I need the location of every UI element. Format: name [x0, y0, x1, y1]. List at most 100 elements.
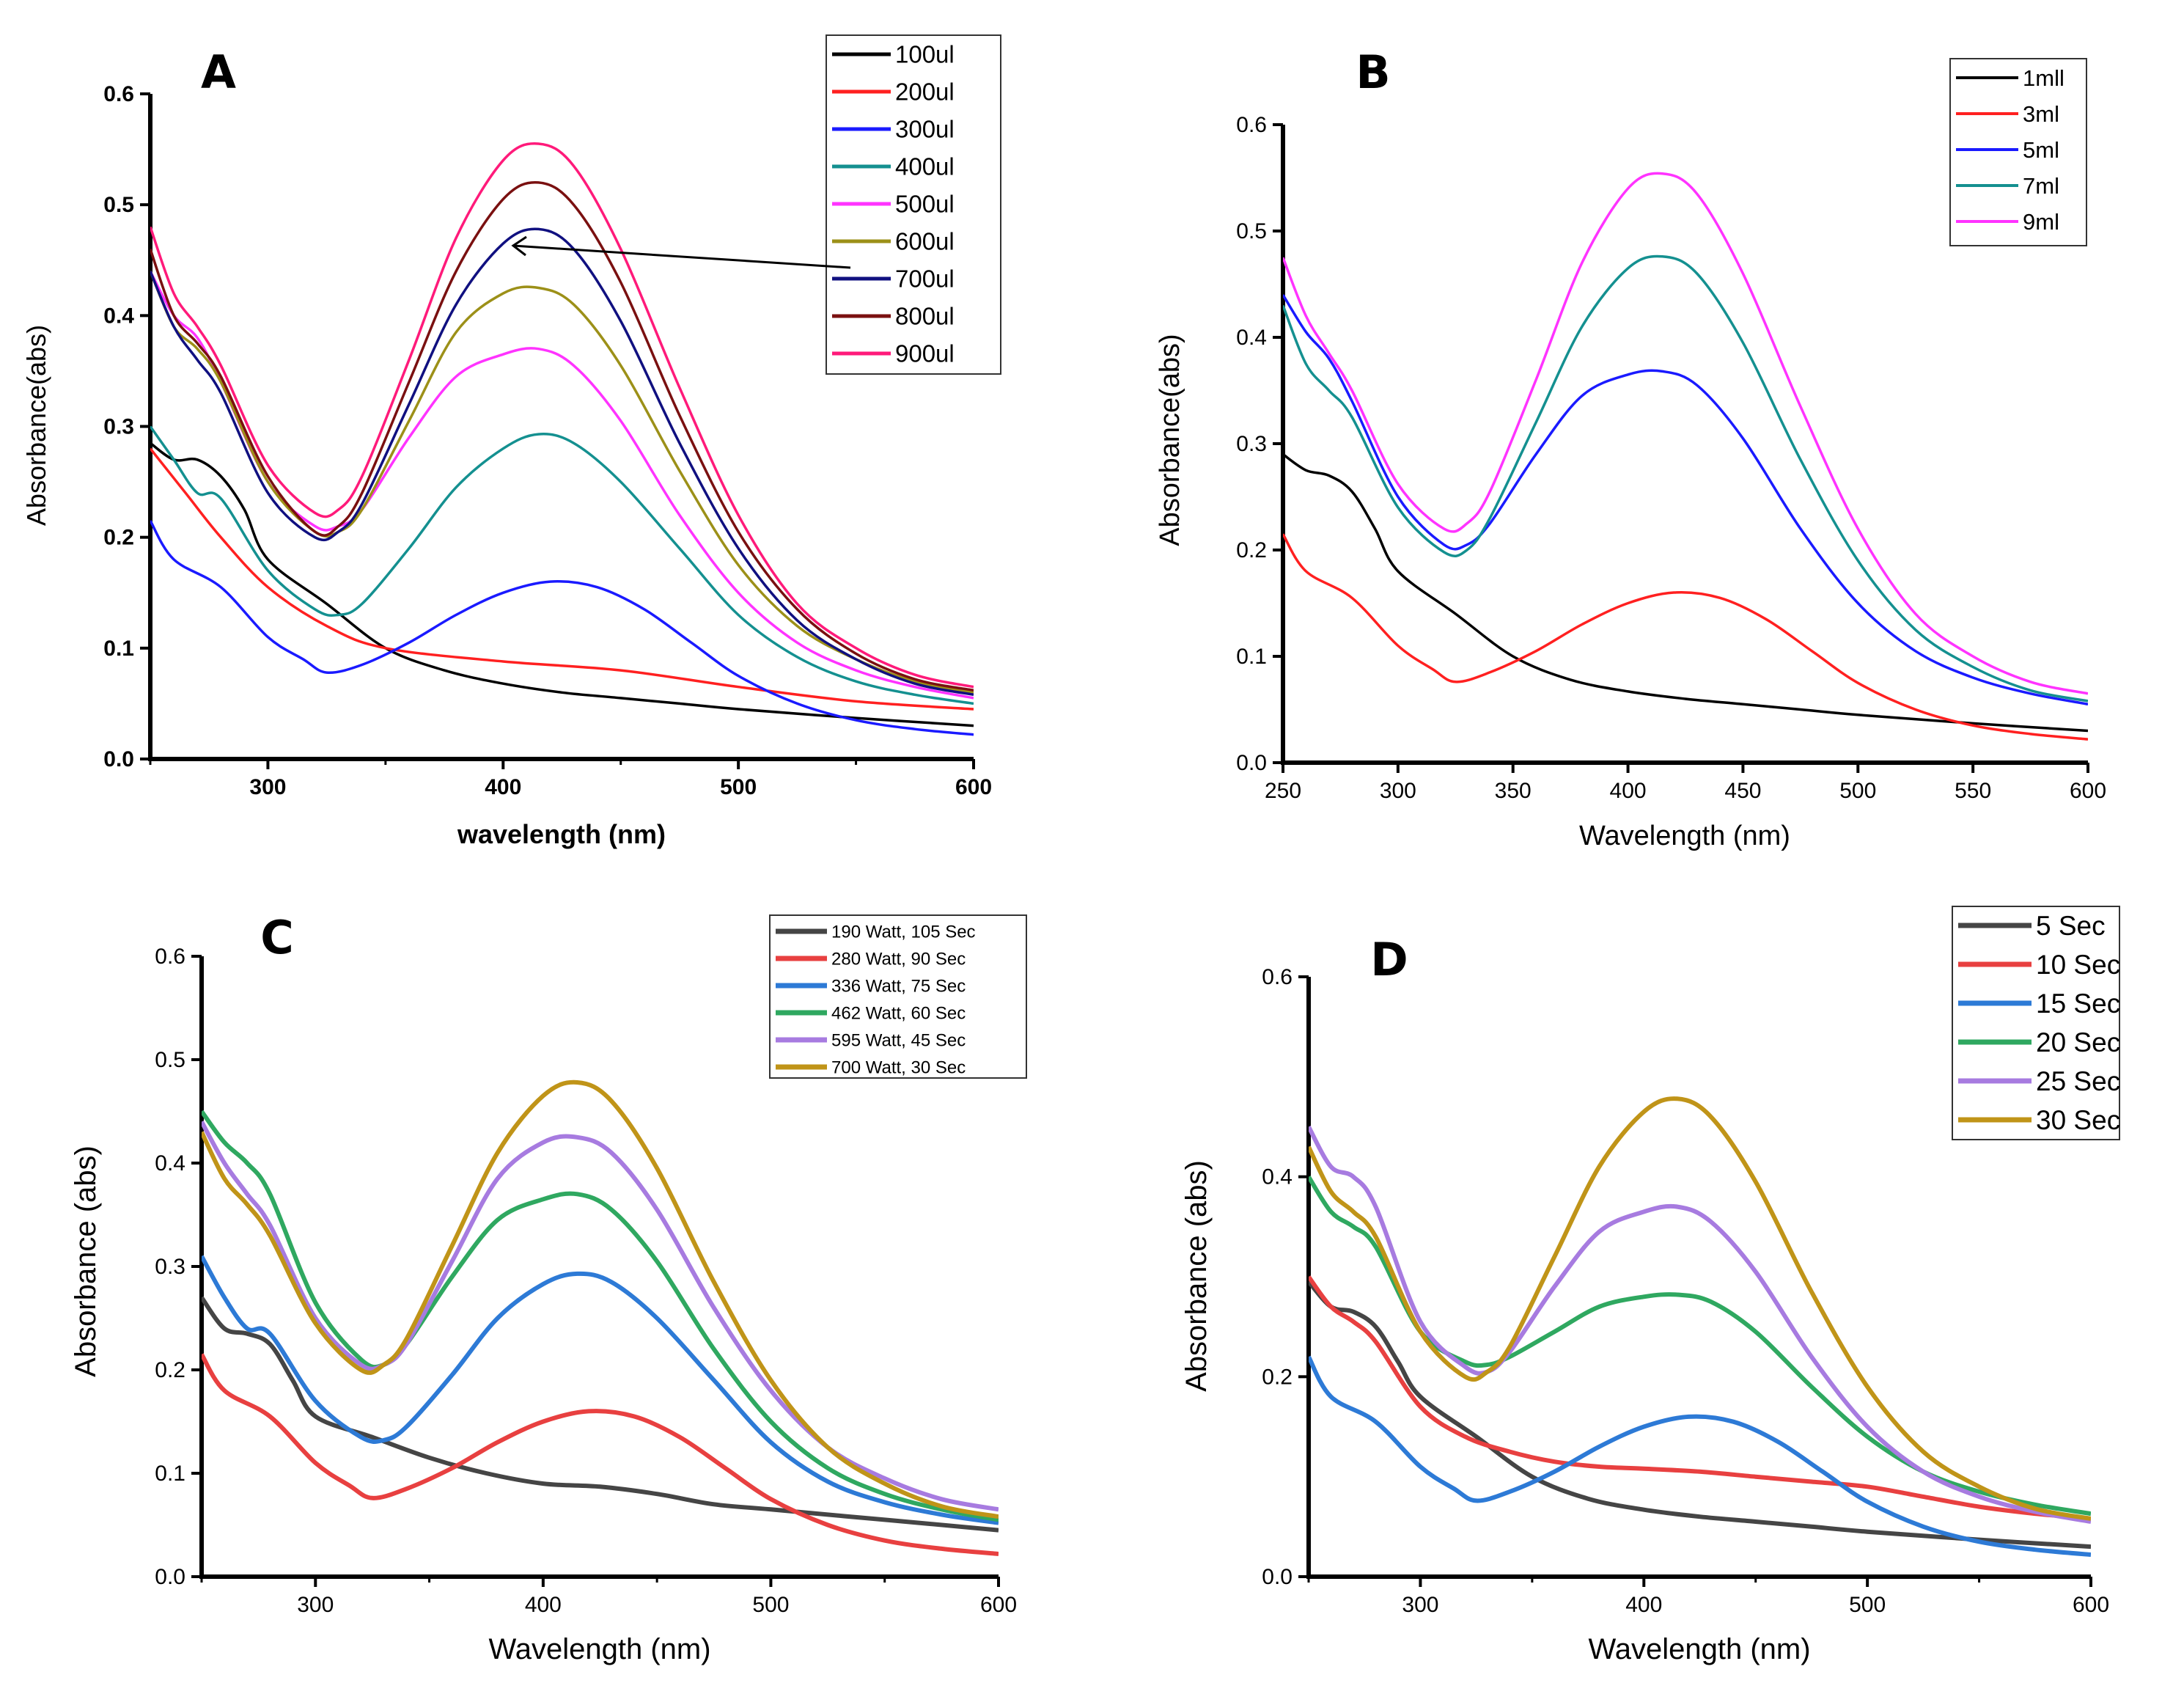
panel-label-c: C: [260, 911, 294, 964]
x-tick-label: 500: [720, 775, 757, 799]
legend-item-label: 595 Watt, 45 Sec: [831, 1030, 966, 1050]
legend-item-label: 30 Sec: [2036, 1105, 2120, 1135]
series-line-2: [150, 520, 974, 736]
y-tick-label: 0.3: [155, 1255, 185, 1279]
series-line-6: [150, 227, 974, 697]
legend-item-label: 800ul: [895, 303, 955, 330]
x-tick-label: 400: [485, 775, 521, 799]
legend-item-label: 300ul: [895, 116, 955, 143]
y-tick-label: 0.3: [103, 415, 134, 439]
y-tick-label: 0.5: [103, 193, 134, 217]
x-axis-label: wavelength (nm): [457, 819, 666, 849]
chart-panel-d: 0.0 0.2 0.4 0.6 300 400 500 600 Wavelength (nm) A…: [1180, 906, 2120, 1665]
series-line-5: [1309, 1096, 2091, 1521]
y-tick-label: 0.6: [1262, 965, 1293, 989]
legend-item-label: 280 Watt, 90 Sec: [831, 949, 966, 969]
series-line-0: [202, 1296, 999, 1533]
series-line-2: [1283, 294, 2088, 706]
chart-panel-c: 0.0 0.1 0.2 0.3 0.4 0.5 0.6 300 400 500 600 Wavelen…: [70, 911, 1027, 1665]
legend-item-label: 9ml: [2023, 209, 2059, 235]
x-tick-label: 400: [525, 1593, 562, 1617]
y-tick-label: 0.6: [103, 82, 134, 106]
series-line-0: [150, 441, 974, 727]
series-line-0: [1309, 1280, 2091, 1550]
y-tick-label: 0.0: [155, 1565, 185, 1589]
legend-item-label: 100ul: [895, 41, 955, 68]
legend-item-label: 7ml: [2023, 173, 2059, 199]
panel-label-b: B: [1356, 45, 1390, 99]
y-tick-label: 0.3: [1236, 432, 1267, 456]
legend-item-label: 700ul: [895, 265, 955, 293]
x-axis-label: Wavelength (nm): [488, 1633, 710, 1665]
x-tick-label: 450: [1724, 779, 1761, 803]
y-tick-label: 0.2: [1262, 1365, 1293, 1389]
legend-item-label: 20 Sec: [2036, 1027, 2120, 1057]
panel-label-d: D: [1370, 933, 1408, 986]
series-line-1: [1283, 533, 2088, 741]
x-tick-label: 400: [1610, 779, 1647, 803]
x-tick-label: 600: [980, 1593, 1017, 1617]
y-tick-label: 0.1: [1236, 645, 1267, 669]
x-tick-label: 550: [1955, 779, 1991, 803]
chart-panel-b: 0.0 0.1 0.2 0.3 0.4 0.5 0.6 250 300 350 400 450 500 5…: [1155, 45, 2106, 851]
legend-item-label: 462 Watt, 60 Sec: [831, 1003, 966, 1023]
y-tick-label: 0.6: [155, 945, 185, 969]
y-tick-label: 0.4: [155, 1151, 185, 1176]
panel-label-a: A: [201, 45, 236, 99]
x-axis-label: Wavelength (nm): [1588, 1633, 1810, 1665]
series-line-4: [1309, 1126, 2091, 1524]
series-line-3: [1283, 254, 2088, 703]
y-tick-label: 0.4: [103, 304, 134, 328]
legend-item-label: 600ul: [895, 228, 955, 255]
y-tick-label: 0.2: [155, 1358, 185, 1382]
series-line-1: [202, 1353, 999, 1556]
legend-item-label: 190 Watt, 105 Sec: [831, 922, 976, 942]
x-axis-label: Wavelength (nm): [1579, 821, 1790, 851]
x-tick-label: 600: [2073, 1593, 2109, 1617]
series-line-7: [150, 180, 974, 692]
legend-item-label: 10 Sec: [2036, 950, 2120, 980]
series-line-2: [202, 1255, 999, 1525]
y-axis-label: Absorbance(abs): [21, 325, 51, 526]
legend-item-label: 15 Sec: [2036, 989, 2120, 1019]
x-tick-label: 300: [1402, 1593, 1438, 1617]
annotation-arrowhead: [511, 235, 527, 257]
x-tick-label: 250: [1265, 779, 1301, 803]
x-tick-label: 300: [249, 775, 286, 799]
x-tick-label: 500: [752, 1593, 789, 1617]
y-tick-label: 0.5: [155, 1048, 185, 1072]
annotation-arrow: [512, 244, 851, 269]
x-tick-label: 300: [1380, 779, 1416, 803]
legend-item-label: 1mll: [2023, 65, 2064, 91]
y-tick-label: 0.4: [1236, 326, 1267, 350]
legend-item-label: 700 Watt, 30 Sec: [831, 1057, 966, 1077]
legend-box: [1952, 906, 2120, 1140]
series-line-1: [150, 447, 974, 711]
series-line-4: [1283, 172, 2088, 695]
series-line-8: [150, 142, 974, 689]
x-tick-label: 600: [955, 775, 992, 799]
legend-item-label: 5ml: [2023, 137, 2059, 163]
y-tick-label: 0.5: [1236, 219, 1267, 243]
legend-item-label: 400ul: [895, 153, 955, 180]
y-axis-label: Absorbance(abs): [1155, 334, 1185, 546]
y-axis-label: Absorbance (abs): [1180, 1160, 1213, 1392]
x-tick-label: 600: [2070, 779, 2106, 803]
x-tick-label: 400: [1625, 1593, 1662, 1617]
y-tick-label: 0.0: [1262, 1565, 1293, 1589]
x-tick-label: 500: [1849, 1593, 1886, 1617]
legend-item-label: 336 Watt, 75 Sec: [831, 976, 966, 996]
y-axis-label: Absorbance (abs): [70, 1145, 102, 1377]
series-line-3: [202, 1110, 999, 1522]
y-tick-label: 0.1: [155, 1462, 185, 1486]
series-line-5: [202, 1079, 999, 1519]
y-tick-label: 0.6: [1236, 113, 1267, 137]
series-line-0: [1283, 453, 2088, 733]
x-tick-label: 350: [1495, 779, 1532, 803]
legend-item-label: 200ul: [895, 78, 955, 106]
legend-box: [1949, 58, 2087, 246]
legend-item-label: 25 Sec: [2036, 1066, 2120, 1096]
legend-item-label: 500ul: [895, 191, 955, 218]
y-tick-label: 0.2: [1236, 538, 1267, 562]
